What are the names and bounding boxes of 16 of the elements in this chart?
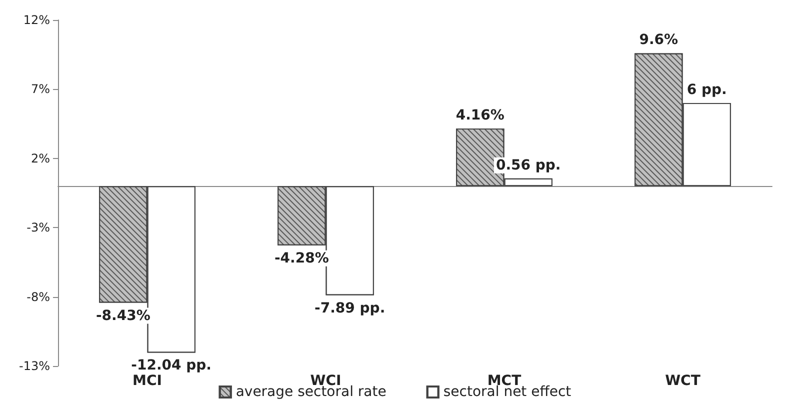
x-tick-label: MCI [132,373,162,389]
y-tick-label: -8% [26,290,50,304]
x-tick-label: WCT [665,373,701,389]
y-tick-label: 7% [30,82,50,96]
data-label: 9.6% [639,32,678,48]
data-label: -12.04 pp. [131,358,212,374]
data-label: 0.56 pp. [496,157,561,174]
y-tick-label: -3% [26,220,50,235]
data-label: -7.89 pp. [314,300,386,316]
y-tick-label: 12% [23,13,50,27]
y-tick-label: 2% [30,151,50,166]
data-label: 4.16% [456,108,504,124]
data-label: -8.43% [96,308,150,324]
data-label: -4.28% [274,250,329,266]
data-label: 6 pp. [686,82,727,98]
y-tick-label: -13% [18,359,50,373]
